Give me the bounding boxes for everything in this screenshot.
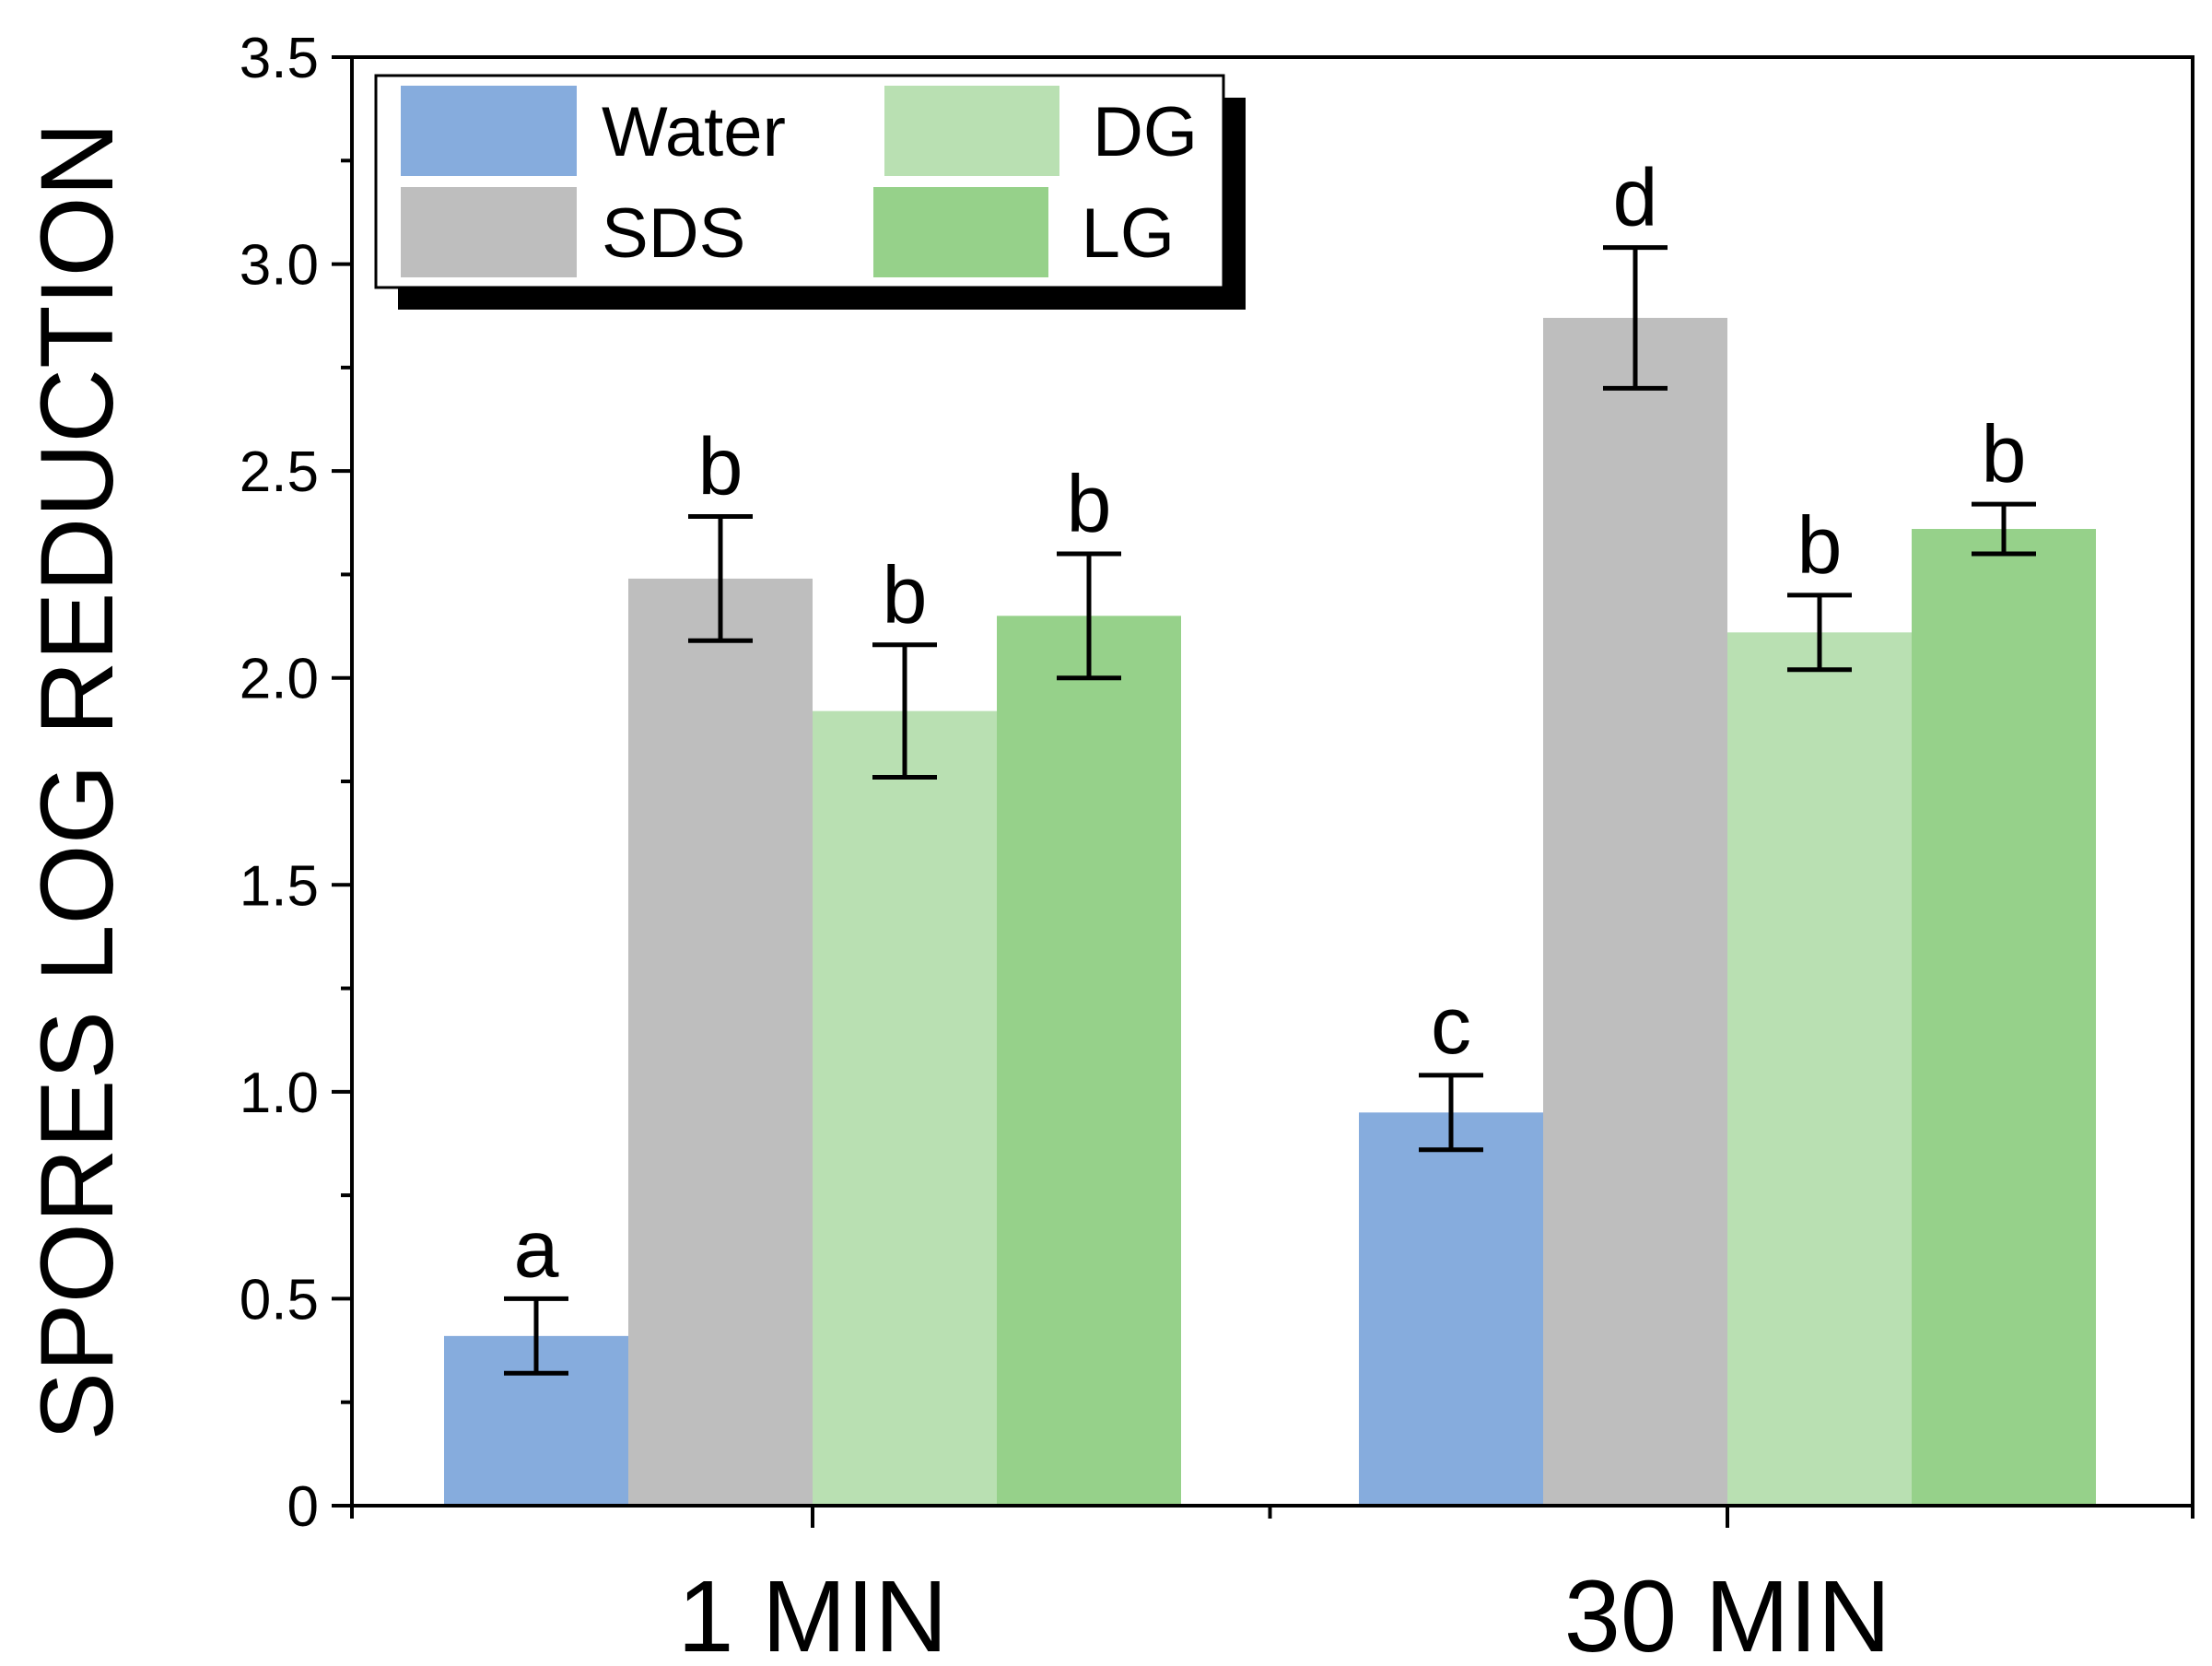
x-tick-label: 1 MIN <box>677 1560 947 1666</box>
error-bars-layer <box>504 245 2036 1376</box>
bar-water-2 <box>1359 1112 1543 1506</box>
significance-letter: d <box>1613 152 1658 243</box>
error-bar-lg-1 <box>1057 551 1121 681</box>
y-tick-label: 3.0 <box>240 234 319 298</box>
bar-lg-1 <box>997 616 1181 1506</box>
legend-label-dg: DG <box>1093 93 1198 171</box>
significance-letter: a <box>514 1203 559 1294</box>
significance-letter: c <box>1431 980 1471 1071</box>
legend-swatch-dg <box>884 86 1059 176</box>
error-bar-water-2 <box>1419 1073 1483 1153</box>
legend-swatch-sds <box>401 187 577 277</box>
bar-sds-2 <box>1543 317 1727 1507</box>
axes-layer: 0 0.5 1.0 1.5 2.0 2.5 3.0 3.5 1 MIN 30 MIN SPORES … <box>19 27 2194 1666</box>
y-tick-label: 2.5 <box>240 440 319 504</box>
significance-letter: b <box>883 549 928 640</box>
error-bar-dg-1 <box>872 642 937 780</box>
legend-swatch-water <box>401 86 577 176</box>
error-bar-sds-1 <box>688 514 753 643</box>
significance-letter: b <box>1982 408 2027 499</box>
y-tick-label: 1.0 <box>240 1062 319 1125</box>
error-bar-lg-2 <box>1972 501 2036 557</box>
bar-lg-2 <box>1912 529 2096 1506</box>
legend-label-water: Water <box>602 93 786 171</box>
y-tick-label: 3.5 <box>240 27 319 90</box>
y-tick-label: 0 <box>287 1475 319 1539</box>
legend-label-lg: LG <box>1082 194 1175 273</box>
error-bar-sds-2 <box>1603 245 1668 391</box>
significance-letter: b <box>1797 499 1843 591</box>
y-tick-label: 0.5 <box>240 1268 319 1332</box>
legend-swatch-lg <box>873 187 1048 277</box>
bar-sds-1 <box>628 578 813 1506</box>
legend: Water DG SDS LG <box>374 74 1246 310</box>
error-bar-dg-2 <box>1787 592 1852 673</box>
legend-label-sds: SDS <box>602 194 745 273</box>
significance-letter: b <box>1067 458 1112 549</box>
significance-letter: b <box>698 421 743 512</box>
y-axis-title: SPORES LOG REDUCTION <box>19 122 135 1440</box>
bars-layer <box>444 317 2096 1507</box>
significance-letters-layer: a c b d b b b b <box>514 152 2027 1295</box>
x-tick-label: 30 MIN <box>1564 1560 1891 1666</box>
bar-dg-1 <box>813 710 997 1506</box>
bar-dg-2 <box>1727 632 1912 1506</box>
y-tick-label: 2.0 <box>240 648 319 711</box>
y-tick-label: 1.5 <box>240 854 319 918</box>
error-bar-water-1 <box>504 1296 568 1376</box>
